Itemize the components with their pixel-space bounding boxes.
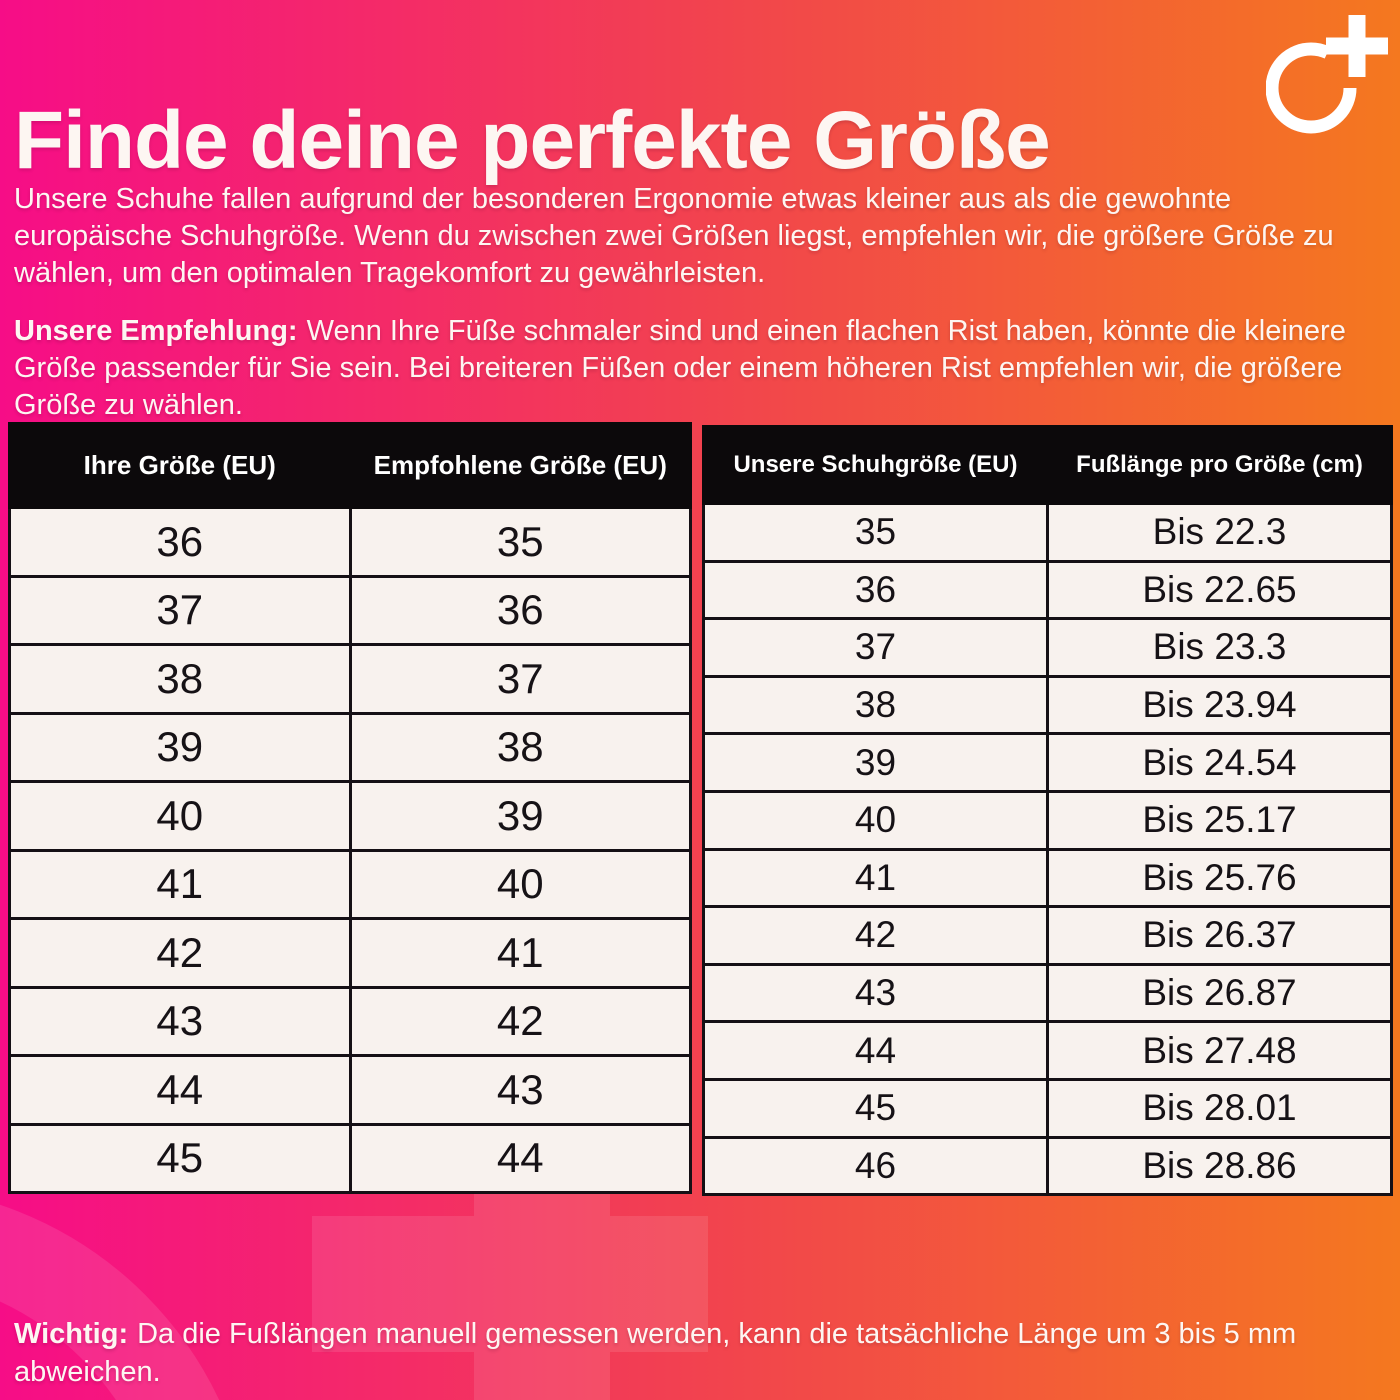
- table-cell: 38: [702, 674, 1049, 736]
- table-row: 39 Bis 24.54: [702, 732, 1393, 793]
- table-cell: Bis 28.01: [1046, 1077, 1393, 1139]
- table-cell: 41: [702, 847, 1049, 909]
- table-cell: 45: [702, 1077, 1049, 1139]
- table-row: 38 37: [8, 643, 692, 715]
- table-row: 44 Bis 27.48: [702, 1020, 1393, 1081]
- table-cell: Bis 23.3: [1046, 617, 1393, 678]
- table-cell: 38: [8, 643, 352, 715]
- table-row: 39 38: [8, 711, 692, 783]
- table-cell: Bis 22.65: [1046, 559, 1393, 621]
- table-cell: 43: [8, 985, 352, 1057]
- table-row: 45 Bis 28.01: [702, 1077, 1393, 1139]
- table-cell: 37: [348, 643, 692, 715]
- table-cell: 44: [348, 1122, 692, 1194]
- table-cell: Bis 28.86: [1046, 1135, 1393, 1197]
- column-header-recommended-size: Empfohlene Größe (EU): [348, 422, 692, 509]
- table-row: 36 Bis 22.65: [702, 559, 1393, 621]
- table-row: 43 Bis 26.87: [702, 962, 1393, 1024]
- table-cell: Bis 24.54: [1046, 732, 1393, 793]
- table-row: 42 41: [8, 917, 692, 989]
- table-cell: 35: [348, 506, 692, 578]
- table-cell: 36: [8, 506, 352, 578]
- table-cell: 35: [702, 502, 1049, 563]
- column-header-your-size: Ihre Größe (EU): [8, 422, 352, 509]
- table-row: 38 Bis 23.94: [702, 674, 1393, 736]
- table-cell: 45: [8, 1122, 352, 1194]
- recommendation-label: Unsere Empfehlung:: [14, 315, 298, 347]
- page-title: Finde deine perfekte Größe: [14, 94, 1051, 186]
- table-cell: 40: [702, 789, 1049, 851]
- table-cell: 39: [348, 780, 692, 852]
- table-cell: Bis 27.48: [1046, 1020, 1393, 1081]
- table-cell: 42: [8, 917, 352, 989]
- table-row: 40 39: [8, 780, 692, 852]
- column-header-foot-length: Fußlänge pro Größe (cm): [1046, 425, 1393, 505]
- table-cell: 40: [348, 848, 692, 920]
- table-cell: 44: [702, 1020, 1049, 1081]
- table-cell: 42: [702, 905, 1049, 966]
- table-cell: 39: [702, 732, 1049, 793]
- table-row: 41 40: [8, 848, 692, 920]
- table-cell: Bis 26.87: [1046, 962, 1393, 1024]
- table-cell: 36: [702, 559, 1049, 621]
- table-row: 44 43: [8, 1054, 692, 1126]
- table-row: 35 Bis 22.3: [702, 502, 1393, 563]
- foot-length-table-header: Unsere Schuhgröße (EU) Fußlänge pro Größ…: [702, 425, 1393, 505]
- table-header-row: Unsere Schuhgröße (EU) Fußlänge pro Größ…: [702, 425, 1393, 505]
- table-cell: 41: [348, 917, 692, 989]
- table-cell: 44: [8, 1054, 352, 1126]
- table-cell: 38: [348, 711, 692, 783]
- foot-length-table: Unsere Schuhgröße (EU) Fußlänge pro Größ…: [702, 425, 1393, 1197]
- table-cell: 37: [8, 574, 352, 646]
- footer-label: Wichtig:: [14, 1318, 129, 1350]
- table-cell: Bis 25.76: [1046, 847, 1393, 909]
- table-row: 43 42: [8, 985, 692, 1057]
- recommendation-text: Unsere Empfehlung: Wenn Ihre Füße schmale…: [14, 313, 1386, 424]
- table-cell: Bis 26.37: [1046, 905, 1393, 966]
- foot-length-table-body: 35 Bis 22.3 36 Bis 22.65 37 Bis 23.3 38 Bis 23.…: [702, 502, 1393, 1197]
- table-row: 40 Bis 25.17: [702, 789, 1393, 851]
- column-header-our-shoe-size: Unsere Schuhgröße (EU): [702, 425, 1049, 505]
- table-row: 37 36: [8, 574, 692, 646]
- table-cell: 46: [702, 1135, 1049, 1197]
- table-row: 45 44: [8, 1122, 692, 1194]
- table-row: 42 Bis 26.37: [702, 905, 1393, 966]
- intro-text: Unsere Schuhe fallen aufgrund der besond…: [14, 183, 1334, 289]
- size-conversion-table: Ihre Größe (EU) Empfohlene Größe (EU) 36…: [8, 422, 692, 1194]
- circle-plus-logo-icon: [1266, 15, 1388, 134]
- table-cell: 37: [702, 617, 1049, 678]
- table-cell: 40: [8, 780, 352, 852]
- footer-body: Da die Fußlängen manuell gemessen werden…: [14, 1318, 1297, 1388]
- table-cell: 39: [8, 711, 352, 783]
- footer-note: Wichtig: Da die Fußlängen manuell gemesse…: [14, 1315, 1396, 1391]
- table-row: 36 35: [8, 506, 692, 578]
- table-cell: Bis 22.3: [1046, 502, 1393, 563]
- table-cell: Bis 25.17: [1046, 789, 1393, 851]
- table-cell: 43: [702, 962, 1049, 1024]
- table-cell: Bis 23.94: [1046, 674, 1393, 736]
- table-row: 37 Bis 23.3: [702, 617, 1393, 678]
- table-cell: 41: [8, 848, 352, 920]
- recommendation-body: Wenn Ihre Füße schmaler sind und einen f…: [14, 315, 1346, 421]
- table-cell: 36: [348, 574, 692, 646]
- size-conversion-table-header: Ihre Größe (EU) Empfohlene Größe (EU): [8, 422, 692, 509]
- table-row: 46 Bis 28.86: [702, 1135, 1393, 1197]
- table-row: 41 Bis 25.76: [702, 847, 1393, 909]
- size-conversion-table-body: 36 35 37 36 38 37 39 38 40 39 41 40 42 41 43 42 44 43 45 44: [8, 506, 692, 1194]
- table-cell: 42: [348, 985, 692, 1057]
- table-header-row: Ihre Größe (EU) Empfohlene Größe (EU): [8, 422, 692, 509]
- table-cell: 43: [348, 1054, 692, 1126]
